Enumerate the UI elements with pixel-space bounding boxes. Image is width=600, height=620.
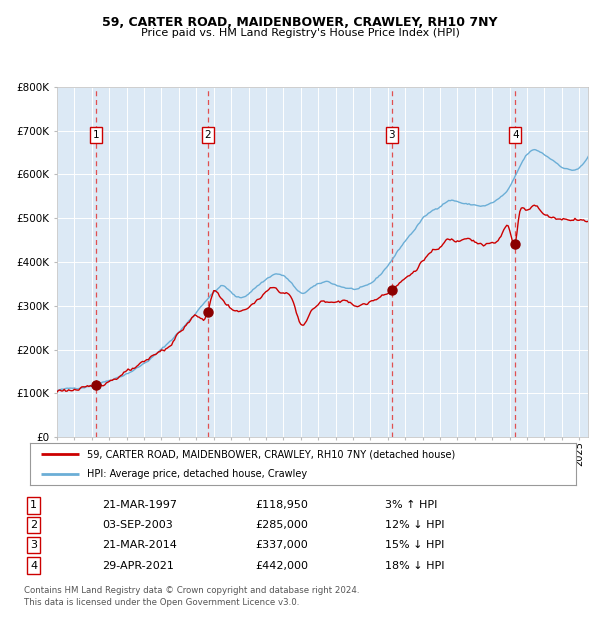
Text: 29-APR-2021: 29-APR-2021 <box>103 560 175 570</box>
Text: 18% ↓ HPI: 18% ↓ HPI <box>385 560 444 570</box>
Text: £337,000: £337,000 <box>255 540 308 551</box>
Text: 59, CARTER ROAD, MAIDENBOWER, CRAWLEY, RH10 7NY (detached house): 59, CARTER ROAD, MAIDENBOWER, CRAWLEY, R… <box>88 450 455 459</box>
Text: £118,950: £118,950 <box>255 500 308 510</box>
Text: 1: 1 <box>30 500 37 510</box>
Text: 59, CARTER ROAD, MAIDENBOWER, CRAWLEY, RH10 7NY: 59, CARTER ROAD, MAIDENBOWER, CRAWLEY, R… <box>102 16 498 29</box>
Text: 21-MAR-1997: 21-MAR-1997 <box>103 500 178 510</box>
Text: Contains HM Land Registry data © Crown copyright and database right 2024.: Contains HM Land Registry data © Crown c… <box>24 586 359 595</box>
Text: 15% ↓ HPI: 15% ↓ HPI <box>385 540 444 551</box>
Text: 3: 3 <box>388 130 395 140</box>
Text: 3% ↑ HPI: 3% ↑ HPI <box>385 500 437 510</box>
Text: 21-MAR-2014: 21-MAR-2014 <box>103 540 178 551</box>
Text: 1: 1 <box>92 130 99 140</box>
Text: 3: 3 <box>30 540 37 551</box>
Text: 4: 4 <box>512 130 519 140</box>
Text: £442,000: £442,000 <box>255 560 308 570</box>
Text: 4: 4 <box>30 560 37 570</box>
Text: 2: 2 <box>205 130 211 140</box>
Text: 2: 2 <box>30 520 37 530</box>
Text: HPI: Average price, detached house, Crawley: HPI: Average price, detached house, Craw… <box>88 469 307 479</box>
Text: This data is licensed under the Open Government Licence v3.0.: This data is licensed under the Open Gov… <box>24 598 299 607</box>
Text: 03-SEP-2003: 03-SEP-2003 <box>103 520 173 530</box>
Text: Price paid vs. HM Land Registry's House Price Index (HPI): Price paid vs. HM Land Registry's House … <box>140 28 460 38</box>
Text: 12% ↓ HPI: 12% ↓ HPI <box>385 520 444 530</box>
Text: £285,000: £285,000 <box>255 520 308 530</box>
